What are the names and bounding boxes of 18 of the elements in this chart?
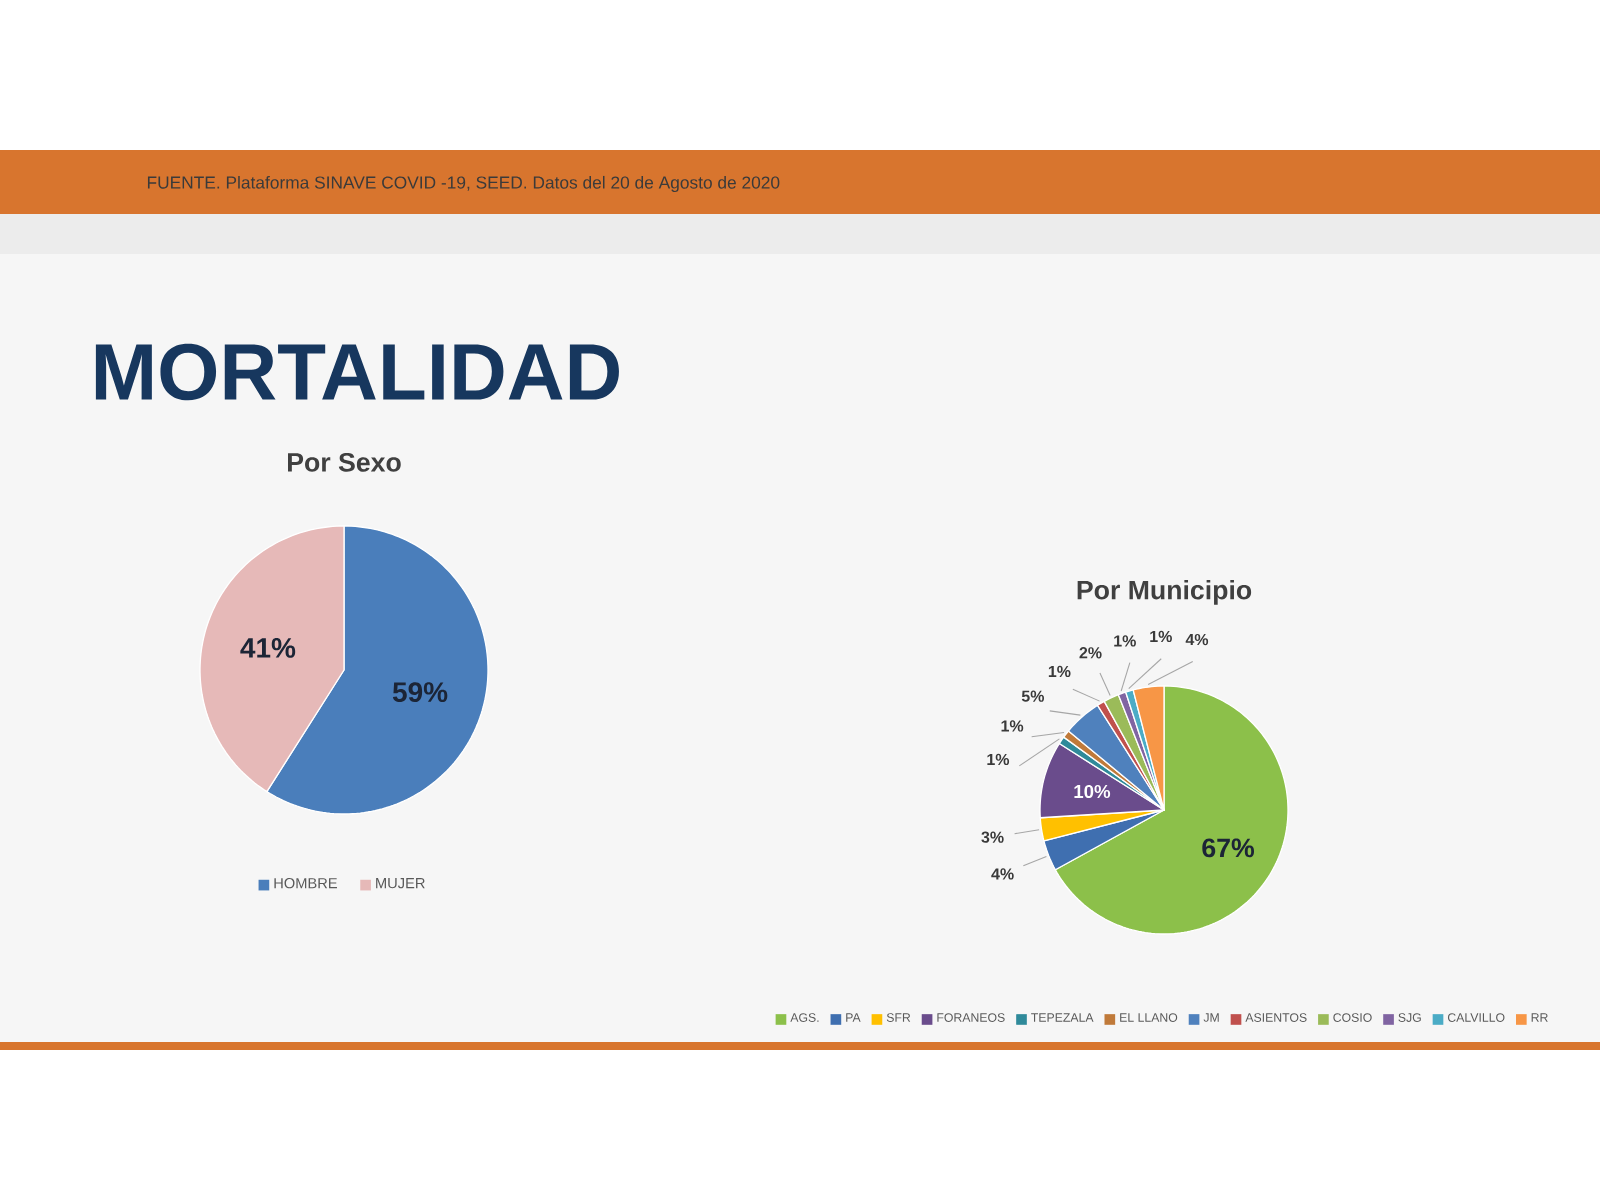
data-label: 10% xyxy=(1074,784,1111,799)
data-label: 4% xyxy=(1185,633,1209,646)
data-label: 1% xyxy=(1048,665,1071,678)
data-label: 1% xyxy=(1001,720,1024,732)
data-label: 1% xyxy=(1150,630,1172,643)
text: MORTALIDAD xyxy=(95,343,619,401)
data-label: 4% xyxy=(991,868,1014,880)
chart-title: Por Sexo xyxy=(288,452,401,472)
data-label: 3% xyxy=(981,831,1004,843)
data-label: 1% xyxy=(987,753,1010,766)
data-label: 5% xyxy=(1021,690,1045,702)
data-label: 41% xyxy=(240,638,296,658)
source-note: FUENTE. Plataforma SINAVE COVID -19, SEED. Datos del 20 de Agosto de 2020 xyxy=(147,175,780,193)
data-label: 59% xyxy=(392,682,448,703)
chart-title: Por Municipio xyxy=(1077,579,1252,605)
data-label: 1% xyxy=(1114,635,1136,647)
data-label: 2% xyxy=(1079,647,1102,659)
data-label: 67% xyxy=(1202,838,1255,858)
